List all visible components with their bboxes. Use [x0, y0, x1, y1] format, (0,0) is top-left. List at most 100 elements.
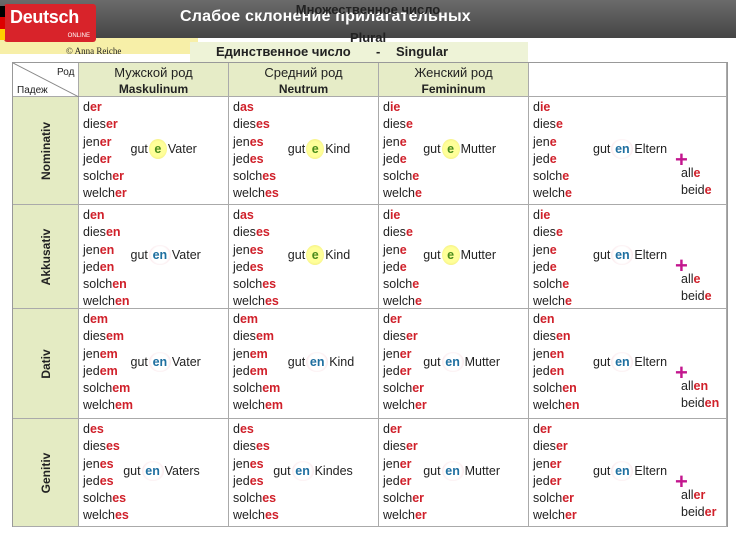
case-name: Nominativ	[38, 121, 53, 180]
word-ending: er	[414, 398, 427, 413]
word-stem: jed	[383, 259, 400, 274]
word-ending: em	[239, 312, 259, 326]
word-stem: welch	[233, 398, 265, 413]
adjective-stem: gut	[423, 464, 441, 478]
gender-header-femininum: Женский род Femininum	[379, 63, 529, 97]
noun: Vater	[171, 355, 201, 369]
word-stem: welch	[83, 186, 115, 201]
article-word: die	[533, 99, 572, 116]
article-word: jener	[383, 346, 427, 363]
article-word: jede	[383, 151, 422, 168]
adjective-stem: gut	[123, 464, 141, 478]
declension-cell: der dieser jener jeder solcher welcher gut e Vat…	[79, 97, 229, 205]
extra-word: beider	[681, 504, 716, 521]
gender-axis-label: Род	[57, 67, 75, 78]
adjective-stem: gut	[423, 142, 441, 156]
article-word: jeder	[383, 363, 427, 380]
word-ending: em	[249, 363, 268, 378]
extra-word: beide	[681, 182, 712, 199]
word-stem: jen	[83, 346, 100, 361]
word-ending: en	[114, 294, 130, 309]
word-ending: e	[549, 242, 557, 257]
word-stem: jed	[83, 151, 100, 166]
adjective-stem: gut	[423, 248, 441, 262]
article-word: jedes	[83, 473, 129, 490]
article-word: jenes	[233, 456, 279, 473]
adjective-noun-phrase: gut en Vater	[131, 245, 201, 265]
word-stem: dies	[383, 117, 406, 132]
article-word: jenes	[233, 242, 279, 259]
word-ending: er	[405, 439, 418, 454]
word-stem: solch	[233, 381, 263, 396]
noun: Eltern	[634, 464, 668, 478]
word-ending: e	[549, 134, 557, 149]
word-ending: en	[693, 379, 709, 393]
article-list: dem diesem jenem jedem solchem welchem	[83, 311, 133, 415]
singular-header-sep: -	[376, 44, 381, 59]
word-ending: er	[405, 329, 418, 344]
word-ending: em	[255, 329, 275, 344]
article-word: solchem	[83, 380, 133, 397]
word-ending: es	[89, 422, 104, 436]
article-word: der	[383, 311, 427, 328]
word-ending: es	[255, 439, 270, 454]
word-ending: es	[264, 186, 279, 201]
declension-cell: der dieser jener jeder solcher welcher gut en Mu…	[379, 419, 529, 527]
word-ending: e	[399, 134, 407, 149]
noun: Mutter	[464, 355, 501, 369]
german-flag-icon	[0, 6, 5, 40]
word-stem: jed	[383, 363, 400, 378]
plus-icon: +	[675, 469, 688, 494]
word-stem: d	[233, 312, 240, 326]
article-word: diesem	[233, 328, 283, 345]
word-stem: all	[681, 488, 694, 502]
plural-header-cell	[529, 63, 727, 97]
adjective-stem: gut	[593, 142, 611, 156]
article-word: diesem	[83, 328, 133, 345]
article-word: jener	[83, 134, 127, 151]
adjective-stem: gut	[130, 142, 148, 156]
word-stem: jed	[233, 151, 250, 166]
word-stem: beid	[681, 183, 705, 198]
article-word: jeder	[83, 151, 127, 168]
article-word: die	[533, 207, 572, 224]
article-word: das	[233, 99, 279, 116]
noun: Eltern	[634, 142, 668, 156]
word-stem: jed	[233, 363, 250, 378]
word-stem: solch	[533, 277, 563, 292]
article-list: der dieser jener jeder solcher welcher	[533, 421, 577, 525]
word-ending: e	[549, 259, 557, 274]
article-word: jeden	[83, 259, 130, 276]
word-ending: es	[262, 491, 277, 506]
noun: Kind	[325, 248, 351, 262]
article-word: dieser	[83, 116, 127, 133]
word-ending: en	[99, 242, 115, 257]
case-label-genitiv: Genitiv	[13, 419, 79, 527]
article-word: welcher	[383, 397, 427, 414]
word-ending: er	[693, 488, 706, 502]
article-word: jedem	[233, 363, 283, 380]
word-stem: solch	[83, 169, 113, 184]
word-ending: e	[399, 259, 407, 274]
word-ending: e	[693, 272, 701, 286]
word-ending: em	[264, 398, 284, 413]
article-word: jenes	[233, 134, 279, 151]
word-ending: es	[99, 473, 114, 488]
article-word: der	[83, 99, 127, 116]
word-ending: e	[414, 186, 422, 201]
adjective-ending: en	[148, 245, 171, 265]
word-ending: er	[399, 346, 412, 361]
plural-header-ru: Множественное число	[295, 2, 441, 17]
article-word: welche	[383, 185, 422, 202]
adjective-ending: en	[441, 352, 464, 372]
adjective-ending: en	[306, 352, 329, 372]
gender-header-maskulinum: Мужской род Maskulinum	[79, 63, 229, 97]
gender-name-ru: Мужской род	[114, 65, 193, 80]
logo-text: Deutsch	[10, 7, 79, 27]
adjective-ending: en	[611, 461, 634, 481]
word-stem: beid	[681, 505, 705, 520]
article-list: des dieses jenes jedes solches welches	[83, 421, 129, 525]
word-stem: dies	[533, 225, 556, 240]
word-ending: en	[555, 329, 571, 344]
extra-word: aller	[681, 487, 716, 504]
